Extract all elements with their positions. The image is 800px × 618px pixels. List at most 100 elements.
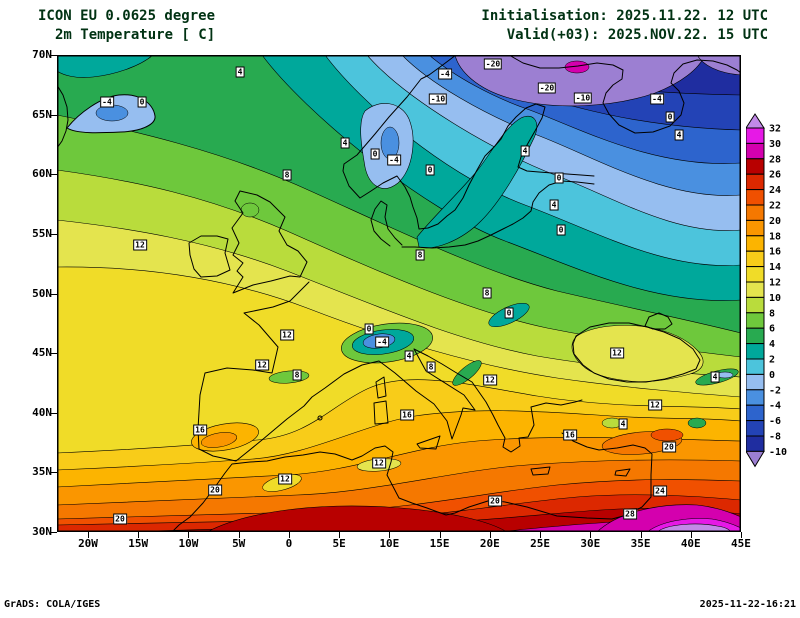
contour-label: -20 [483,58,503,70]
contour-label: 12 [255,359,269,371]
lon-tick [740,532,742,538]
coast-arctic-russia [508,55,741,134]
lon-tick [389,532,391,538]
colorbar-label: -6 [769,416,781,427]
contour-label: 8 [415,249,425,261]
lon-tick [339,532,341,538]
greenland-sea-cold [57,55,154,78]
lat-tick [51,293,57,295]
coast-denmark [370,200,403,247]
lat-label: 65N [32,107,52,121]
lon-label: 10W [178,537,199,550]
lon-tick [640,532,642,538]
parameter-title: 2m Temperature [ C] [55,27,216,43]
lat-tick [51,174,57,176]
contour-label: 12 [610,347,624,359]
arctic-cold-pool [696,55,741,76]
lon-label: 30E [580,537,601,550]
lat-label: 30N [32,525,52,538]
colorbar-label: 20 [769,216,781,227]
colorbar-label: 4 [769,339,775,350]
contour-label: 8 [482,287,492,299]
colorbar-label: -10 [769,447,787,458]
lat-label: 45N [32,346,52,360]
contour-label: 20 [488,495,502,507]
contour-label: 20 [113,513,127,525]
contour-label: 4 [520,145,530,157]
lon-label: 20W [78,537,98,550]
contour-label: 12 [280,329,294,341]
lon-label: 25E [530,537,550,550]
lon-label: 0 [285,537,293,550]
anatolia-cool-spot [687,417,707,429]
contour-label: -4 [650,93,664,105]
coast-britain [231,190,308,294]
lat-tick [51,114,57,116]
colorbar-segment [746,312,765,329]
lon-tick [238,532,240,538]
lon-label: 10E [379,537,400,550]
grads-credit: GrADS: COLA/IGES [4,599,101,610]
contour-label: 24 [653,485,667,497]
contour-label: 0 [364,323,374,335]
lat-tick [51,472,57,474]
colorbar-arrow-top [746,113,765,129]
lon-label: 5W [232,537,246,550]
temperature-map: -4 0 4 4 0 -4 -4 -10 -20 -20 -10 -4 0 4 0 8 12 4 0 4 0 8 8 12 0-… [57,55,741,532]
lat-label: 55N [32,226,52,240]
contour-label: 0 [665,111,675,123]
colorbar-label: 10 [769,293,781,304]
coast-corsica [375,376,387,399]
contour-label: 12 [133,239,147,251]
lon-label: 35E [630,537,651,550]
coast-mallorca [317,415,323,421]
colorbar-segment [746,235,765,252]
contour-label: 0 [425,164,435,176]
lat-label: 60N [32,167,52,181]
contour-label: 8 [282,169,292,181]
lon-tick [690,532,692,538]
arctic-cold-pool [454,55,706,107]
colorbar-label: 16 [769,247,781,258]
colorbar-segment [746,281,765,298]
lon-tick [489,532,491,538]
contour-label: 12 [372,457,386,469]
contour-label: 20 [662,441,676,453]
lon-tick [288,532,290,538]
coast-south-europe [197,281,583,462]
colorbar-segment [746,327,765,345]
lon-label: 15W [128,537,149,550]
lat-label: 40N [32,405,52,419]
baltic-warm-tongue [416,116,538,249]
colorbar-segment [746,173,765,191]
coast-east-baltic [401,180,595,249]
coast-greenland [57,84,69,149]
contour-label: -4 [100,96,114,108]
contour-label: 8 [426,361,436,373]
contour-label: -4 [375,336,389,348]
colorbar-segment [746,358,765,375]
lat-tick [51,532,57,533]
colorbar-label: 2 [769,355,775,366]
colorbar-segment [746,219,765,237]
colorbar-segment [746,189,765,206]
contour-label: 4 [710,371,720,383]
contour-label: -10 [428,93,448,105]
contour-label: 4 [340,137,350,149]
colorbar-label: 32 [769,124,781,135]
colorbar-segment [746,389,765,406]
colorbar-segment [746,343,765,360]
lon-tick [88,532,89,538]
colorbar-label: 0 [769,370,775,381]
colorbar-label: 6 [769,324,775,335]
lat-label: 70N [32,48,52,61]
colorbar-arrow-bottom [746,450,765,468]
coast-azov [644,312,673,330]
colorbar-label: -4 [769,401,781,412]
contour-label: -10 [573,92,593,104]
contour-label: 16 [563,429,577,441]
contour-label: 4 [235,66,245,78]
lat-tick [51,55,57,56]
